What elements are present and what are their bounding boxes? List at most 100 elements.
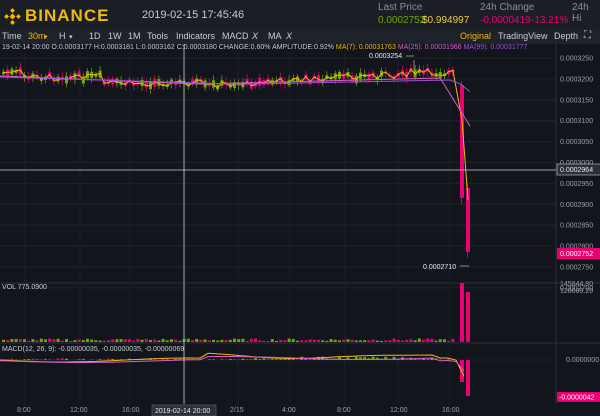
volume-bar xyxy=(207,340,211,342)
candle xyxy=(417,69,421,73)
candle xyxy=(266,78,270,84)
macd-close-icon[interactable]: X xyxy=(252,31,259,41)
macd-indicator-tag[interactable]: MACD xyxy=(222,31,249,41)
volume-bar xyxy=(132,340,136,342)
volume-bar xyxy=(237,339,241,342)
candlestick-series xyxy=(2,62,470,258)
ma-close-icon[interactable]: X xyxy=(286,31,293,41)
macd-bar xyxy=(153,359,157,360)
price-tick-label: 0.0002750 xyxy=(560,265,593,272)
macd-tick-label: 0.0000000 xyxy=(566,357,599,364)
fullscreen-icon[interactable]: ⛶ xyxy=(584,30,591,41)
candle xyxy=(94,73,98,77)
view-original-tab[interactable]: Original xyxy=(460,31,492,41)
volume-bar xyxy=(98,340,102,342)
volume-bar xyxy=(287,338,291,342)
macd-bar xyxy=(384,356,388,360)
price-tick-label: 0.0002900 xyxy=(560,202,593,209)
volume-bar xyxy=(35,340,39,342)
macd-bar xyxy=(27,358,31,360)
candle xyxy=(233,82,236,88)
candle xyxy=(291,78,295,81)
price-tick-label: 0.0002850 xyxy=(560,223,593,230)
macd-bar xyxy=(430,357,434,360)
macd-bar xyxy=(44,359,47,360)
macd-bar xyxy=(144,359,148,360)
volume-bar xyxy=(321,340,325,342)
candle xyxy=(2,71,5,75)
volume-bar xyxy=(342,339,346,342)
volume-bar xyxy=(388,340,392,342)
price-chart[interactable]: 0.00032500.00032000.00031500.00031000.00… xyxy=(0,44,600,416)
binance-diamond-icon xyxy=(4,7,21,25)
macd-bar xyxy=(270,359,274,360)
ma-indicator-tag[interactable]: MA xyxy=(268,31,282,41)
price-tick-label: 0.0003100 xyxy=(560,118,593,125)
volume-bar xyxy=(258,340,262,342)
macd-bar xyxy=(359,357,362,360)
candle xyxy=(367,73,371,80)
h-dropdown-icon[interactable]: ▾ xyxy=(69,34,73,41)
candle xyxy=(443,73,446,77)
interval-1w-button[interactable]: 1W xyxy=(108,31,122,41)
volume-bar xyxy=(136,338,140,342)
candle xyxy=(392,76,396,79)
macd-value-tag xyxy=(557,392,600,402)
volume-bar xyxy=(434,340,438,342)
view-tradingview-tab[interactable]: TradingView xyxy=(498,31,548,41)
macd-bar xyxy=(23,359,26,360)
volume-bar xyxy=(422,339,425,342)
time-tick-label: 4:00 xyxy=(282,407,296,414)
macd-bar xyxy=(107,358,110,360)
time-tick-label: 12:00 xyxy=(390,407,408,414)
ma25-line xyxy=(0,75,471,127)
volume-bar xyxy=(157,340,161,342)
volume-bar xyxy=(56,338,60,342)
macd-bar xyxy=(56,358,60,360)
interval-h-button[interactable]: H xyxy=(59,31,66,41)
volume-bar xyxy=(216,340,220,342)
interval-1d-button[interactable]: 1D xyxy=(89,31,101,41)
candle xyxy=(77,71,81,77)
volume-bar xyxy=(430,338,434,342)
price-tick-label: 0.0002950 xyxy=(560,181,593,188)
view-depth-tab[interactable]: Depth xyxy=(554,31,579,41)
volume-bar xyxy=(94,340,98,342)
volume-bar xyxy=(466,292,470,342)
candle xyxy=(111,78,115,85)
tools-menu[interactable]: Tools xyxy=(147,31,169,41)
interval-1m-button[interactable]: 1M xyxy=(128,31,141,41)
volume-bar xyxy=(10,338,14,342)
indicators-menu[interactable]: Indicators xyxy=(176,31,216,41)
interval-selector[interactable]: 30m xyxy=(28,31,46,41)
volume-bar xyxy=(413,340,417,342)
macd-bar xyxy=(60,358,64,360)
time-axis: 8:00 12:00 16:00 2/15 4:00 8:00 12:00 16:00 2019… xyxy=(17,404,460,416)
candle xyxy=(375,76,379,81)
macd-tick-label: -0.0000042 xyxy=(559,395,595,402)
interval-dropdown-icon[interactable]: ▾ xyxy=(44,34,48,41)
macd-bar xyxy=(422,358,425,360)
volume-bar xyxy=(44,339,47,342)
macd-bar xyxy=(363,357,367,360)
volume-bar xyxy=(317,339,320,342)
macd-bar xyxy=(392,356,396,360)
macd-bar xyxy=(140,359,144,360)
volume-bar xyxy=(111,339,115,342)
macd-bar xyxy=(447,358,451,360)
volume-bar xyxy=(329,339,333,342)
volume-bar xyxy=(325,340,329,342)
time-label: Time xyxy=(2,31,22,41)
volume-bar xyxy=(359,340,362,342)
macd-bar xyxy=(35,359,39,360)
volume-bar xyxy=(443,339,446,342)
volume-bar xyxy=(396,339,400,342)
volume-bar xyxy=(371,339,375,342)
volume-bar xyxy=(262,340,266,342)
binance-logo[interactable]: BINANCE xyxy=(4,6,109,26)
volume-bar xyxy=(18,339,22,342)
volume-bar xyxy=(283,340,287,342)
volume-bar xyxy=(102,340,106,342)
change-value: -0.0000419 xyxy=(480,15,531,26)
last-price-tag xyxy=(557,248,600,259)
